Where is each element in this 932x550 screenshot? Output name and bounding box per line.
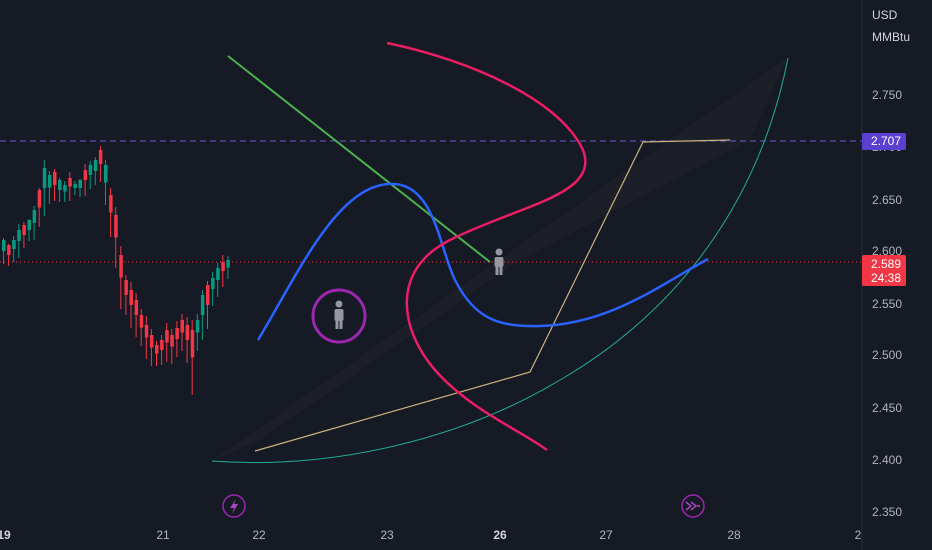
candle-body	[124, 280, 128, 295]
candle-body	[170, 335, 174, 347]
price-tick: 2.600	[872, 244, 903, 258]
person-icon-small[interactable]	[494, 248, 504, 276]
candle-body	[144, 325, 149, 338]
green-trend-line[interactable]	[227, 55, 491, 263]
candle-body	[37, 190, 42, 208]
candle-body	[175, 328, 179, 339]
candle-body	[93, 160, 98, 171]
tan-path-line[interactable]	[254, 139, 731, 452]
person-icon[interactable]	[334, 300, 344, 330]
candle-body	[211, 278, 215, 289]
candle-body	[129, 290, 133, 305]
candle-body	[216, 268, 220, 280]
candle-body	[190, 330, 195, 358]
price-tick: 2.400	[872, 453, 903, 467]
price-tick: 2.750	[872, 88, 903, 102]
lightning-marker[interactable]	[222, 494, 246, 518]
time-tick: 27	[599, 528, 613, 542]
price-tick: 2.550	[872, 297, 903, 311]
candle-body	[42, 168, 47, 188]
price-tick: 2.450	[872, 401, 903, 415]
fast-forward-icon	[685, 501, 700, 511]
candle-body	[88, 165, 93, 175]
candle-body	[114, 215, 118, 238]
price-tick: 2.350	[872, 505, 903, 519]
time-tick: 22	[252, 528, 266, 542]
time-tick: 28	[727, 528, 741, 542]
candle-body	[17, 230, 21, 241]
blue-curve[interactable]	[256, 182, 709, 341]
lightning-icon	[230, 499, 238, 514]
unit-label: MMBtu	[872, 30, 911, 44]
countdown-timer: 24:38	[871, 271, 902, 285]
candle-body	[32, 210, 37, 223]
last-price-value: 2.589	[871, 257, 902, 271]
candle-body	[134, 300, 139, 315]
candle-body	[160, 340, 164, 350]
candle-body	[68, 178, 72, 187]
price-tick: 2.650	[872, 193, 903, 207]
fast-forward-marker[interactable]	[681, 494, 705, 518]
price-tick: 2.500	[872, 348, 903, 362]
candle-body	[221, 262, 225, 271]
currency-label: USD	[872, 8, 898, 22]
candle-body	[109, 195, 113, 213]
teal-arc[interactable]	[211, 57, 789, 464]
time-tick: 2	[854, 528, 862, 542]
candle-body	[226, 260, 230, 268]
candle-body	[53, 172, 57, 185]
candle-body	[73, 184, 77, 188]
last-price-badge[interactable]: 2.589 24:38	[862, 255, 906, 286]
candle-body	[185, 325, 190, 340]
candle-body	[104, 165, 108, 183]
candle-body	[180, 320, 184, 333]
candle-body	[165, 330, 169, 343]
candle-body	[206, 285, 210, 305]
candle-body	[98, 150, 103, 164]
candle-body	[63, 185, 67, 192]
candle-body	[195, 320, 200, 333]
candle-body	[139, 315, 144, 328]
candle-body	[155, 345, 159, 354]
candle-body	[12, 240, 16, 249]
candle-body	[149, 335, 154, 348]
candle-body	[119, 255, 123, 278]
time-tick: 26	[493, 528, 507, 542]
candle-body	[47, 175, 52, 188]
candle-body	[83, 170, 88, 180]
alert-price-badge[interactable]: 2.707	[862, 133, 906, 150]
time-tick: 23	[380, 528, 394, 542]
candle-body	[58, 180, 62, 190]
candle-body	[22, 225, 26, 235]
candle-body	[200, 295, 205, 315]
candle-body	[27, 220, 31, 230]
pink-curve[interactable]	[386, 41, 587, 452]
candle-body	[2, 240, 6, 251]
candlestick-series[interactable]	[2, 146, 230, 395]
person-marker-ring[interactable]	[311, 288, 367, 344]
time-tick: 19	[0, 528, 11, 542]
candle-body	[7, 245, 11, 255]
candle-body	[78, 180, 82, 188]
time-tick: 21	[156, 528, 170, 542]
